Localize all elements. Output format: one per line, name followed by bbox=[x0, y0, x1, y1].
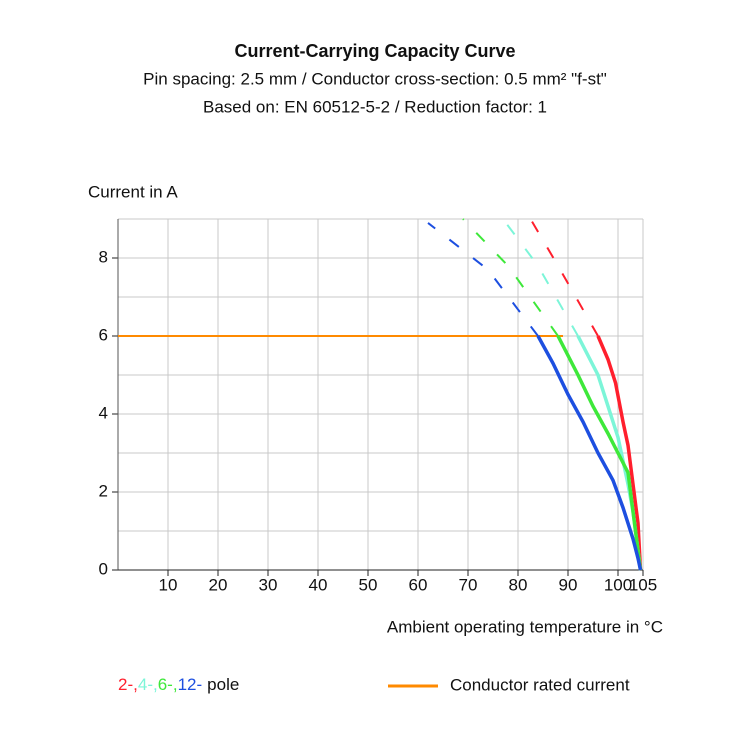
chart-title: Current-Carrying Capacity Curve bbox=[234, 41, 515, 61]
x-tick-label: 100 bbox=[604, 575, 632, 594]
x-tick-label: 80 bbox=[509, 575, 528, 594]
x-axis-label: Ambient operating temperature in °C bbox=[387, 617, 663, 636]
extrapolated-line bbox=[529, 218, 599, 337]
legend-separator: , bbox=[133, 675, 138, 694]
x-tick-label: 40 bbox=[309, 575, 328, 594]
legend-separator: , bbox=[173, 675, 178, 694]
y-tick-label: 0 bbox=[99, 559, 108, 578]
x-tick-label: 10 bbox=[159, 575, 178, 594]
y-tick-label: 4 bbox=[99, 403, 108, 422]
legend-separator: , bbox=[153, 675, 158, 694]
legend: 2-,4-,6-,12- pole bbox=[118, 675, 239, 694]
x-tick-label: 70 bbox=[459, 575, 478, 594]
series-line bbox=[556, 335, 643, 571]
y-axis-label: Current in A bbox=[88, 182, 178, 201]
legend-suffix: pole bbox=[207, 675, 239, 694]
x-tick-label: 50 bbox=[359, 575, 378, 594]
legend-label: 12- bbox=[178, 675, 203, 694]
series-line bbox=[536, 335, 643, 571]
y-tick-label: 2 bbox=[99, 481, 108, 500]
legend-label: Conductor rated current bbox=[450, 675, 630, 694]
legend-label: 2- bbox=[118, 675, 133, 694]
extrapolated-line bbox=[462, 218, 559, 337]
chart-subtitle: Pin spacing: 2.5 mm / Conductor cross-se… bbox=[143, 69, 607, 88]
y-tick-label: 8 bbox=[99, 247, 108, 266]
chart-subtitle: Based on: EN 60512-5-2 / Reduction facto… bbox=[203, 97, 547, 116]
y-tick-label: 6 bbox=[99, 325, 108, 344]
series-line bbox=[596, 335, 643, 571]
legend-label: 6- bbox=[158, 675, 173, 694]
x-tick-label: 90 bbox=[559, 575, 578, 594]
extrapolated-line bbox=[502, 218, 579, 337]
x-tick-label: 30 bbox=[259, 575, 278, 594]
legend-label: 4- bbox=[138, 675, 153, 694]
x-tick-label: 60 bbox=[409, 575, 428, 594]
x-tick-label: 20 bbox=[209, 575, 228, 594]
x-tick-label: 105 bbox=[629, 575, 657, 594]
